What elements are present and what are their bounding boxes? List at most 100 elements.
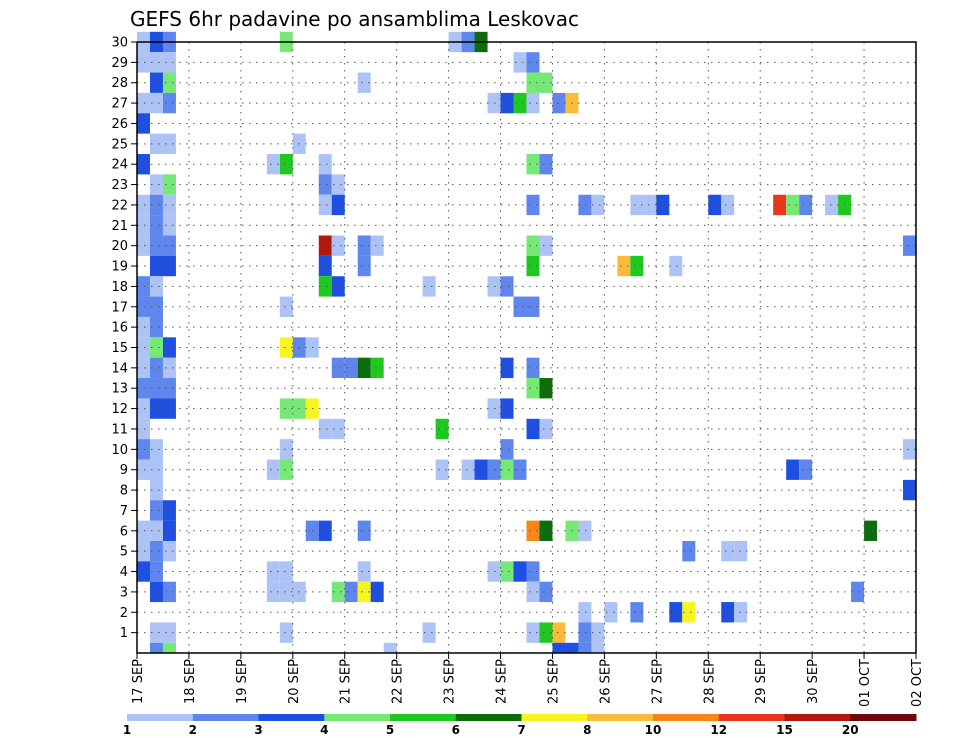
- y-tick-label: 3: [120, 585, 128, 600]
- heatmap-cell: [500, 561, 514, 582]
- heatmap-cell: [149, 296, 163, 317]
- y-tick-label: 11: [111, 422, 128, 437]
- heatmap-cell: [318, 154, 332, 175]
- heatmap-cell: [617, 255, 631, 277]
- heatmap-cell: [137, 296, 150, 317]
- heatmap-cell: [279, 561, 293, 582]
- heatmap-cell: [149, 174, 163, 195]
- heatmap-cell: [630, 255, 644, 277]
- heatmap-cell: [682, 602, 696, 623]
- y-tick-label: 2: [120, 606, 128, 621]
- heatmap-cell: [539, 235, 553, 256]
- heatmap-cell: [279, 459, 293, 480]
- heatmap-cell: [578, 194, 592, 216]
- heatmap-cell: [578, 622, 592, 643]
- heatmap-cell: [357, 561, 371, 582]
- heatmap-cell: [721, 540, 735, 562]
- legend-label: 7: [517, 723, 525, 737]
- heatmap-cell: [162, 92, 176, 114]
- heatmap-cell: [539, 520, 553, 541]
- y-tick-label: 27: [111, 97, 128, 112]
- heatmap-cell: [279, 622, 293, 643]
- heatmap-cell: [799, 194, 813, 216]
- heatmap-cell: [162, 194, 176, 216]
- heatmap-cell: [526, 296, 540, 317]
- heatmap-cell: [279, 398, 293, 419]
- heatmap-cell: [903, 479, 916, 501]
- heatmap-cell: [137, 398, 150, 419]
- heatmap-cell: [266, 154, 280, 175]
- heatmap-cell: [721, 194, 735, 216]
- heatmap-cell: [137, 520, 150, 541]
- heatmap-cell: [318, 194, 332, 216]
- heatmap-cell: [149, 194, 163, 216]
- heatmap-cell: [526, 92, 540, 114]
- heatmap-cell: [149, 72, 163, 93]
- heatmap-cell: [552, 92, 566, 114]
- heatmap-cell: [149, 52, 163, 73]
- heatmap-cell: [331, 194, 345, 216]
- heatmap-cell: [422, 622, 436, 643]
- x-tick-label: 24 SEP: [495, 659, 510, 704]
- heatmap-cell: [539, 622, 553, 643]
- heatmap-cell: [137, 316, 150, 338]
- heatmap-cell: [578, 602, 592, 623]
- heatmap-cell: [162, 520, 176, 541]
- heatmap-cell: [526, 561, 540, 582]
- heatmap-cell: [435, 418, 449, 440]
- x-tick-label: 25 SEP: [546, 659, 561, 704]
- heatmap-cell: [162, 174, 176, 195]
- y-tick-label: 1: [120, 626, 128, 641]
- heatmap-cell: [318, 276, 332, 297]
- heatmap-cell: [526, 357, 540, 379]
- legend-label: 5: [386, 723, 394, 737]
- heatmap-cell: [773, 194, 787, 216]
- heatmap-cell: [162, 378, 176, 399]
- heatmap-cell: [137, 357, 150, 379]
- heatmap-cell: [149, 92, 163, 114]
- heatmap-cell: [500, 459, 514, 480]
- heatmap-cell: [708, 194, 722, 216]
- heatmap-cell: [357, 255, 371, 277]
- heatmap-cell: [435, 459, 449, 480]
- heatmap-cell: [331, 174, 345, 195]
- heatmap-cell: [279, 296, 293, 317]
- heatmap-cell: [279, 439, 293, 460]
- heatmap-cell: [149, 337, 163, 358]
- heatmap-cell: [825, 194, 839, 216]
- heatmap-cell: [578, 520, 592, 541]
- heatmap-cell: [357, 357, 371, 379]
- x-tick-label: 23 SEP: [443, 659, 458, 704]
- y-tick-label: 26: [111, 117, 128, 132]
- y-tick-label: 28: [111, 76, 128, 91]
- legend-swatch: [390, 714, 457, 721]
- heatmap-cell: [149, 378, 163, 399]
- heatmap-cell: [604, 602, 618, 623]
- legend-swatch: [850, 714, 917, 721]
- heatmap-cell: [513, 459, 527, 480]
- heatmap-cell: [344, 581, 358, 603]
- y-tick-label: 8: [120, 484, 128, 499]
- y-tick-label: 21: [111, 219, 128, 234]
- legend-label: 15: [776, 723, 793, 737]
- heatmap-cell: [500, 439, 514, 460]
- heatmap-cell: [279, 154, 293, 175]
- heatmap-cell: [500, 357, 514, 379]
- legend-swatch: [192, 714, 259, 721]
- legend-swatch: [324, 714, 391, 721]
- x-tick-label: 26 SEP: [598, 659, 613, 704]
- heatmap-cell: [279, 337, 293, 358]
- x-tick-label: 02 OCT: [910, 659, 925, 707]
- heatmap-cell: [331, 581, 345, 603]
- heatmap-cell: [526, 154, 540, 175]
- chart-title: GEFS 6hr padavine po ansamblima Leskovac: [130, 7, 579, 31]
- heatmap-cell: [137, 52, 150, 73]
- heatmap-cell: [461, 459, 475, 480]
- heatmap-cell: [669, 255, 683, 277]
- heatmap-cell: [137, 337, 150, 358]
- heatmap-cell: [162, 52, 176, 73]
- heatmap-cell: [149, 133, 163, 155]
- heatmap-cell: [137, 113, 150, 134]
- x-tick-label: 29 SEP: [754, 659, 769, 704]
- heatmap-cell: [526, 622, 540, 643]
